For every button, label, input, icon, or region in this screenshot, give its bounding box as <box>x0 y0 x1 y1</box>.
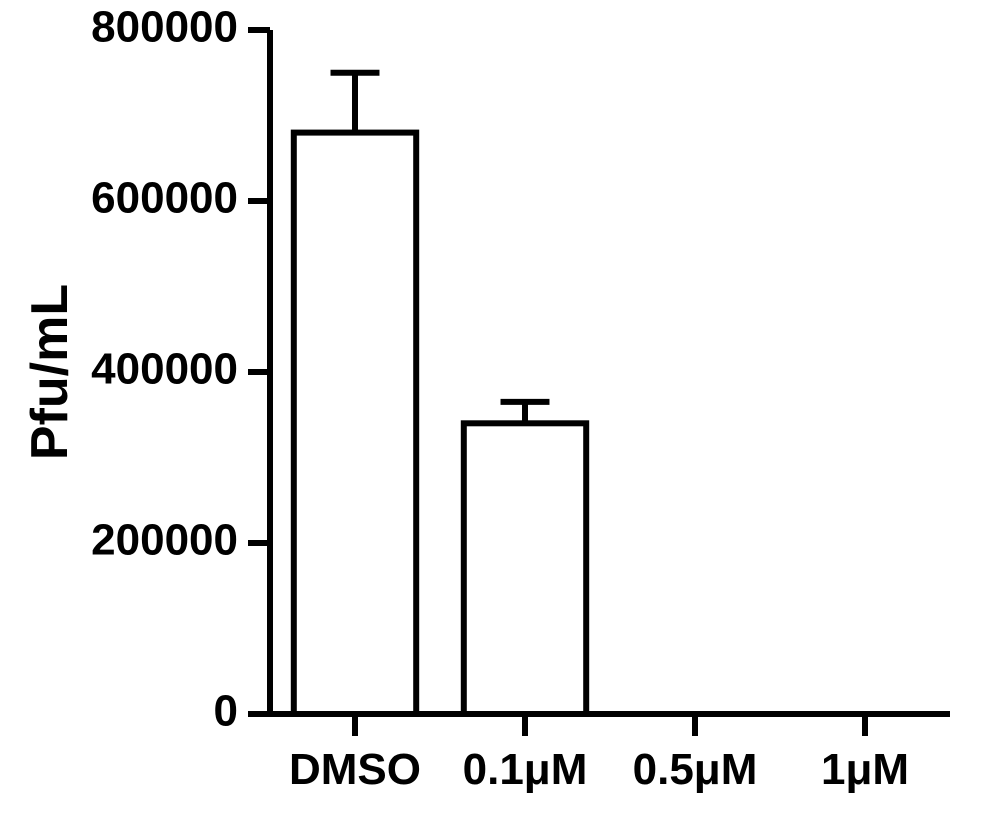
x-tick-label: 0.1μM <box>463 745 588 794</box>
x-tick-label: 1μM <box>821 745 909 794</box>
x-tick-label: DMSO <box>289 745 421 794</box>
bar-chart: 0 200000 400000 600000 800000 DMSO 0.1μM 0.5μM 1… <box>0 0 1000 824</box>
x-tick-label: 0.5μM <box>633 745 758 794</box>
y-tick-label: 200000 <box>91 516 238 565</box>
y-tick-label: 400000 <box>91 345 238 394</box>
y-tick-label: 800000 <box>91 3 238 52</box>
bar <box>464 423 586 714</box>
chart-container: Pfu/mL 0 200000 400000 600000 800000 DMSO 0.1μ… <box>0 0 1000 824</box>
y-axis-title: Pfu/mL <box>20 284 80 460</box>
y-axis-title-text: Pfu/mL <box>21 284 79 460</box>
y-tick-label: 0 <box>214 687 238 736</box>
bar <box>294 133 416 714</box>
y-tick-label: 600000 <box>91 174 238 223</box>
